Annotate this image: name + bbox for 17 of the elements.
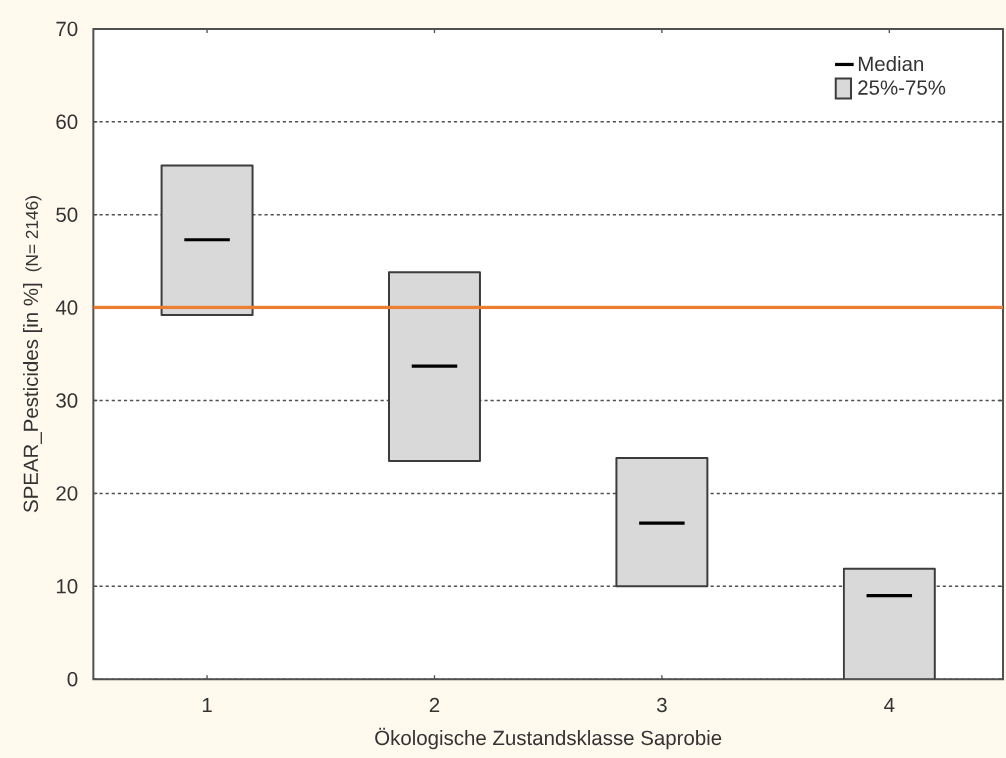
y-tick-label: 20	[56, 486, 78, 501]
text: (N= 2146)	[25, 196, 42, 272]
legend-label: 25%-75%	[858, 80, 946, 95]
y-tick-label: 30	[56, 393, 78, 408]
x-tick-label: 1	[202, 697, 212, 712]
x-axis-title: Ökologische Zustandsklasse Saprobie	[375, 727, 722, 750]
y-tick-label: 40	[55, 300, 78, 315]
x-tick-label: 4	[884, 697, 895, 712]
y-axis-title: SPEAR_Pesticides [in %]	[23, 283, 43, 513]
y-tick-label: 10	[56, 578, 78, 594]
annotation: Median	[858, 55, 923, 71]
x-tick-label: 3	[656, 697, 667, 713]
y-tick-label: 50	[56, 207, 78, 222]
x-tick-label: 2	[429, 697, 440, 712]
y-tick-label: 60	[56, 114, 78, 129]
y-tick-label: 0	[67, 671, 78, 687]
y-tick-label: 70	[56, 21, 78, 37]
